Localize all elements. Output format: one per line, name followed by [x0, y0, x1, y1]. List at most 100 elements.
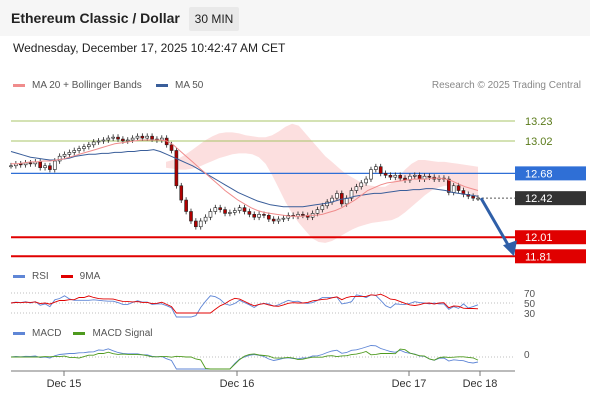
candle-body	[77, 148, 81, 151]
legend-ma50: MA 50	[156, 80, 203, 91]
candle-body	[447, 178, 451, 193]
projection-arrow-head	[503, 240, 517, 257]
candle-body	[52, 160, 57, 170]
candle-body	[184, 199, 188, 212]
candle-body	[48, 165, 52, 170]
x-tick-label: Dec 18	[463, 378, 498, 390]
candle-body	[150, 135, 154, 140]
candle-body	[223, 209, 227, 214]
rsi-line	[10, 294, 479, 318]
candle-body	[96, 140, 101, 143]
rsi-tick-label: 50	[524, 299, 536, 310]
rsi-swatch	[13, 275, 25, 278]
level-tag-11-81	[515, 249, 586, 264]
level-label-13-02: 13.02	[525, 136, 553, 148]
candle-body	[427, 175, 432, 178]
x-tick-label: Dec 16	[220, 378, 255, 390]
chart-header: Ethereum Classic / Dollar 30 MIN	[0, 0, 590, 36]
candle-body	[208, 211, 213, 218]
x-tick-label: Dec 17	[392, 378, 427, 390]
candle-body	[354, 186, 359, 191]
legend-macd-label: MACD	[32, 328, 62, 339]
candle-body	[476, 197, 480, 200]
macd-swatch	[13, 332, 25, 335]
level-label-11-81: 11.81	[525, 251, 552, 263]
candle-body	[125, 139, 130, 142]
candle-body	[218, 207, 222, 210]
candle-body	[301, 214, 305, 216]
ma20-swatch	[13, 84, 25, 87]
candle-body	[169, 144, 174, 151]
level-tag-12-42	[515, 191, 586, 206]
candle-body	[262, 214, 266, 216]
level-label-12-68: 12.68	[525, 168, 553, 180]
candle-body	[130, 137, 135, 141]
level-tag-12-68	[515, 166, 586, 181]
macd-signal-line	[11, 348, 479, 370]
candle-body	[349, 190, 354, 199]
copyright-text: Research © 2025 Trading Central	[431, 80, 581, 91]
candle-body	[232, 210, 237, 213]
level-tag-12-01	[515, 230, 586, 245]
candle-body	[374, 166, 378, 170]
legend-macd: MACD MACD Signal	[13, 328, 152, 339]
candle-body	[140, 135, 145, 139]
rsi-ma-swatch	[60, 275, 73, 278]
candle-body	[388, 174, 393, 178]
legend-rsi-ma-label: 9MA	[79, 271, 101, 282]
candle-body	[189, 211, 193, 222]
candle-body	[9, 165, 13, 168]
candle-body	[101, 139, 106, 142]
candle-body	[417, 174, 422, 180]
legend-ma20-label: MA 20 + Bollinger Bands	[32, 80, 142, 91]
candle-body	[91, 141, 96, 146]
candle-body	[271, 218, 276, 222]
level-label-12-01: 12.01	[525, 232, 553, 244]
legend-macd-signal-label: MACD Signal	[92, 328, 153, 339]
candle-body	[267, 215, 271, 220]
legend-ma50-label: MA 50	[175, 80, 204, 91]
candle-body	[198, 220, 203, 228]
rsi-tick-label: 30	[524, 309, 536, 320]
candle-body	[335, 193, 339, 199]
legend-ma20: MA 20 + Bollinger Bands	[13, 80, 142, 91]
level-label-13-23: 13.23	[525, 116, 553, 128]
rsi-ma-line	[10, 293, 479, 314]
candle-body	[174, 150, 179, 187]
timeframe-button[interactable]: 30 MIN	[189, 7, 239, 31]
bollinger-band	[166, 123, 478, 243]
instrument-title: Ethereum Classic / Dollar	[11, 10, 180, 26]
candle-body	[364, 178, 368, 184]
macd-signal-swatch	[73, 332, 86, 335]
candle-body	[57, 155, 62, 162]
ma20-line	[11, 139, 479, 217]
candle-body	[111, 136, 115, 139]
candle-body	[247, 211, 252, 215]
candle-body	[38, 161, 42, 168]
candle-body	[281, 217, 286, 220]
candle-body	[359, 182, 364, 188]
candle-body	[62, 154, 67, 157]
candle-body	[242, 207, 247, 212]
candle-body	[456, 185, 461, 191]
candle-body	[393, 174, 398, 178]
candle-body	[106, 137, 111, 141]
candle-body	[28, 162, 33, 165]
candle-body	[276, 218, 281, 222]
candle-body	[194, 220, 198, 228]
candle-body	[369, 169, 373, 180]
candle-body	[252, 214, 257, 218]
candle-body	[145, 135, 150, 139]
candle-body	[87, 144, 91, 147]
legend-rsi: RSI 9MA	[13, 271, 100, 282]
candle-body	[43, 165, 47, 168]
candle-body	[383, 173, 388, 176]
candle-body	[378, 166, 383, 174]
candle-body	[203, 216, 208, 222]
candle-body	[179, 185, 184, 201]
candle-body	[398, 174, 402, 179]
macd-zero-label: 0	[524, 350, 530, 361]
candle-body	[228, 212, 232, 214]
candle-body	[213, 207, 218, 212]
macd-line	[10, 345, 479, 370]
